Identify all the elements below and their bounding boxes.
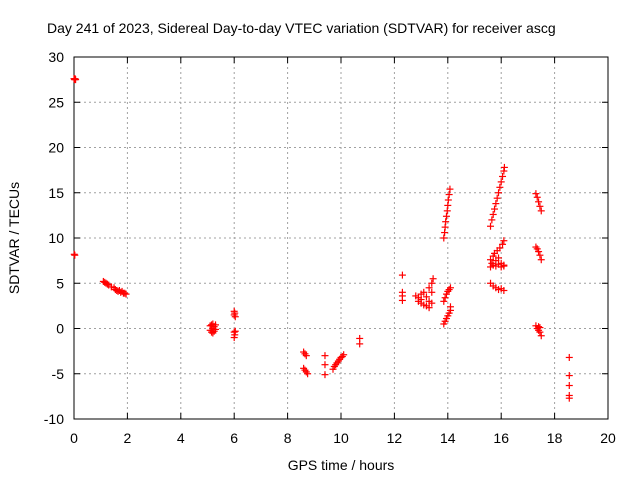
x-tick-label: 10 — [333, 430, 349, 446]
data-point — [537, 207, 545, 215]
data-point — [121, 289, 129, 297]
grid-lines — [74, 57, 608, 419]
data-point — [302, 352, 310, 360]
data-point — [493, 194, 501, 202]
data-points — [70, 75, 573, 402]
data-point — [70, 250, 78, 258]
y-tick-label: 0 — [56, 321, 64, 337]
data-point — [321, 352, 329, 360]
data-point — [500, 237, 508, 245]
data-point — [537, 332, 545, 340]
data-point — [428, 288, 436, 296]
data-point — [429, 275, 437, 283]
x-tick-label: 12 — [387, 430, 403, 446]
data-point — [428, 299, 436, 307]
data-point — [422, 293, 430, 301]
y-axis-label: SDTVAR / TECUs — [6, 182, 22, 294]
x-tick-label: 16 — [493, 430, 509, 446]
data-point — [565, 353, 573, 361]
data-point — [340, 351, 348, 359]
data-point — [321, 371, 329, 379]
data-point — [495, 254, 503, 262]
y-axis-ticks: -10 -5 0 5 10 15 20 25 30 — [44, 49, 608, 427]
data-point — [442, 212, 450, 220]
data-point — [420, 288, 428, 296]
data-point — [425, 304, 433, 312]
data-point — [442, 218, 450, 226]
data-point — [212, 325, 220, 333]
y-tick-label: 25 — [48, 94, 64, 110]
data-point — [487, 256, 495, 264]
data-point — [496, 183, 504, 191]
x-tick-label: 0 — [70, 430, 78, 446]
data-point — [72, 76, 80, 84]
y-tick-label: -5 — [52, 366, 65, 382]
data-point — [398, 271, 406, 279]
chart-title: Day 241 of 2023, Sidereal Day-to-day VTE… — [47, 20, 556, 36]
data-point — [446, 284, 454, 292]
data-point — [444, 196, 452, 204]
data-point — [440, 297, 448, 305]
data-point — [231, 313, 239, 321]
data-point — [532, 190, 540, 198]
data-point — [536, 251, 544, 259]
data-point — [491, 205, 499, 213]
data-point — [122, 290, 130, 298]
data-point — [496, 244, 504, 252]
data-point — [230, 334, 238, 342]
data-point — [535, 323, 543, 331]
data-point — [565, 382, 573, 390]
data-point — [536, 202, 544, 210]
data-point — [398, 296, 406, 304]
data-point — [445, 191, 453, 199]
data-point — [304, 370, 312, 378]
data-point — [500, 163, 508, 171]
data-point — [488, 216, 496, 224]
y-tick-label: 15 — [48, 185, 64, 201]
data-point — [565, 372, 573, 380]
data-point — [321, 361, 329, 369]
data-point — [535, 198, 543, 206]
data-point — [537, 256, 545, 264]
data-point — [497, 178, 505, 186]
y-tick-label: 10 — [48, 230, 64, 246]
data-point — [535, 248, 543, 256]
x-tick-label: 20 — [600, 430, 616, 446]
data-point — [565, 394, 573, 402]
data-point — [231, 327, 239, 335]
x-tick-label: 8 — [284, 430, 292, 446]
data-point — [500, 286, 508, 294]
data-point — [441, 294, 449, 302]
y-tick-label: 30 — [48, 49, 64, 65]
data-point — [489, 210, 497, 218]
data-point — [446, 303, 454, 311]
data-point — [440, 234, 448, 242]
x-tick-label: 2 — [124, 430, 132, 446]
x-tick-label: 18 — [547, 430, 563, 446]
data-point — [500, 262, 508, 270]
data-point — [301, 350, 309, 358]
data-point — [103, 280, 111, 288]
data-point — [499, 172, 507, 180]
data-point — [425, 284, 433, 292]
y-tick-label: 20 — [48, 140, 64, 156]
data-point — [428, 279, 436, 287]
x-axis-ticks: 0 2 4 6 8 10 12 14 16 18 20 — [70, 57, 616, 446]
y-tick-label: -10 — [44, 411, 64, 427]
data-point — [495, 189, 503, 197]
data-point — [487, 222, 495, 230]
data-point — [533, 193, 541, 201]
data-point — [356, 340, 364, 348]
data-point — [492, 200, 500, 208]
x-axis-label: GPS time / hours — [288, 457, 395, 473]
x-tick-label: 4 — [177, 430, 185, 446]
y-tick-label: 5 — [56, 275, 64, 291]
x-tick-label: 14 — [440, 430, 456, 446]
x-tick-label: 6 — [230, 430, 238, 446]
data-point — [446, 185, 454, 193]
data-point — [499, 240, 507, 248]
data-point — [536, 324, 544, 332]
